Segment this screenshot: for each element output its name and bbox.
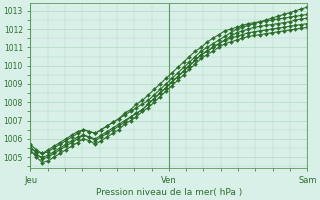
X-axis label: Pression niveau de la mer( hPa ): Pression niveau de la mer( hPa ) (96, 188, 242, 197)
